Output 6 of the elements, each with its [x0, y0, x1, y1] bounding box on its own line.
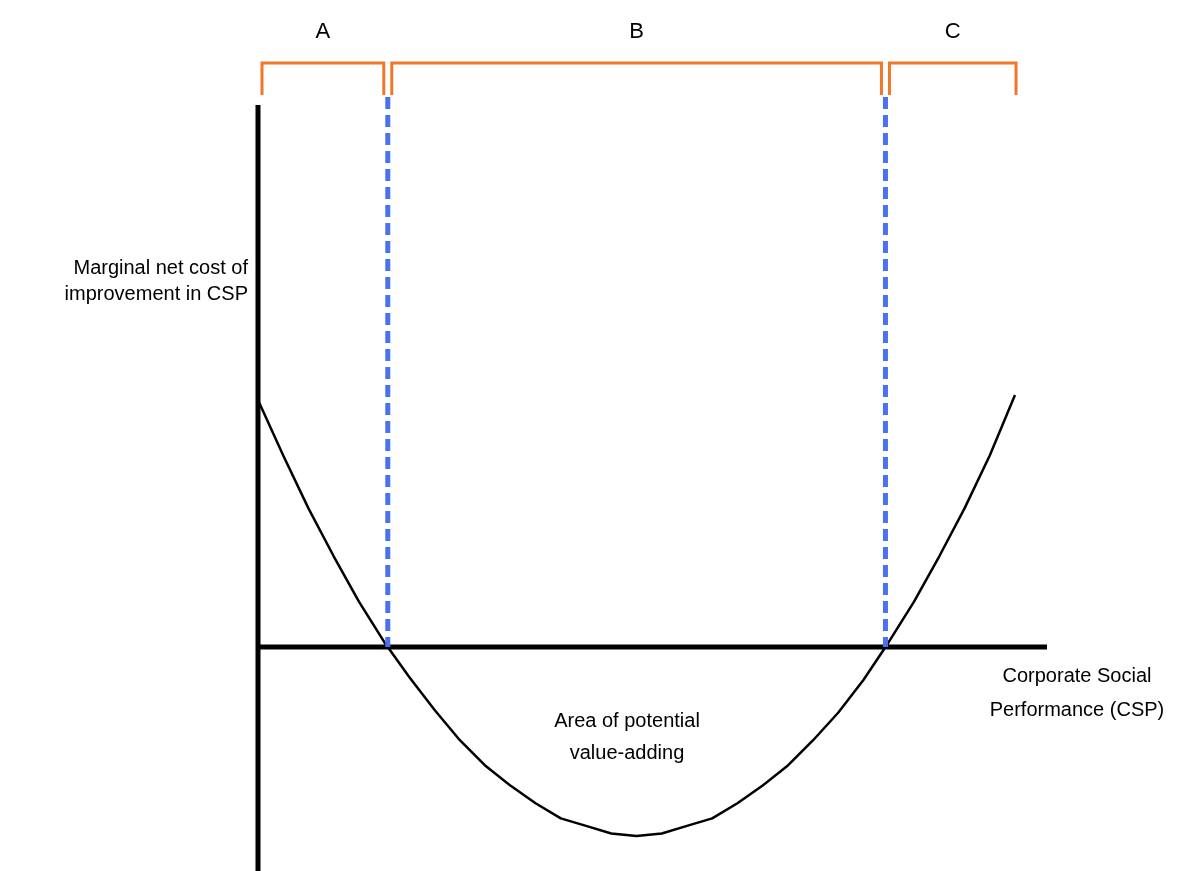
text: A: [315, 18, 331, 43]
x-axis-title: Corporate Social Performance (CSP): [989, 664, 1165, 720]
y-axis-title: Marginal net cost of improvement in CSP: [64, 256, 249, 304]
text: C: [944, 18, 961, 43]
text: B: [629, 18, 644, 43]
annotation: Area of potential value-adding: [554, 709, 700, 763]
